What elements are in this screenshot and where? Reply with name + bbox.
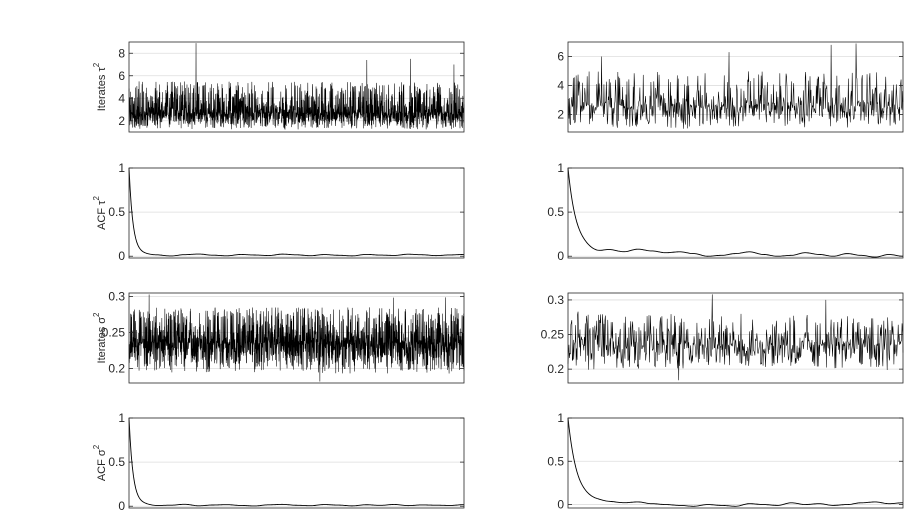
- acf-series: [567, 417, 904, 507]
- panel-acf-4: 00.51: [547, 161, 904, 263]
- acf-series: [128, 417, 465, 507]
- axes-box: [128, 292, 465, 384]
- axes-box: [128, 167, 465, 259]
- y-tick-label: 4: [557, 79, 564, 93]
- trace-series: [567, 43, 904, 129]
- y-tick-label: 0: [118, 249, 125, 263]
- y-tick-label: 0.5: [108, 455, 125, 469]
- y-tick-label: 2: [557, 108, 564, 122]
- y-axis-label: Iterates σ2: [92, 312, 108, 364]
- y-tick-label: 6: [557, 50, 564, 64]
- y-tick-label: 0.5: [547, 454, 564, 468]
- y-tick-label: 0.25: [541, 328, 565, 342]
- plot-area: [129, 418, 464, 508]
- axes-box: [128, 417, 465, 509]
- y-axis-label: ACF τ2: [92, 196, 108, 230]
- panel-acf-3: 0 0.5 1 ACF τ2: [92, 161, 465, 263]
- trace-series: [128, 294, 465, 382]
- panel-trace-1: 2 4 6 8 Iterates τ2: [92, 41, 465, 133]
- axes-box: [567, 41, 904, 133]
- y-axis-label: Iterates τ2: [92, 62, 108, 111]
- acf-series: [567, 167, 904, 258]
- panel-acf-8: 00.51: [547, 411, 904, 512]
- y-tick-label: 1: [557, 411, 564, 425]
- y-tick-label: 0.3: [108, 290, 125, 304]
- y-tick-label: 2: [118, 114, 125, 128]
- y-tick-label: 4: [118, 91, 125, 105]
- axes-box: [567, 417, 904, 509]
- y-tick-label: 8: [118, 46, 125, 60]
- y-tick-label: 0: [557, 498, 564, 512]
- y-tick-label: 0.5: [108, 205, 125, 219]
- axes-box: [567, 167, 904, 259]
- y-tick-label: 0.25: [102, 326, 126, 340]
- y-tick-label: 0.5: [547, 205, 564, 219]
- y-tick-label: 1: [118, 411, 125, 425]
- y-tick-label: 0: [557, 249, 564, 263]
- y-tick-label: 0: [118, 499, 125, 513]
- y-tick-label: 6: [118, 69, 125, 83]
- y-tick-label: 0.2: [547, 362, 564, 376]
- y-tick-label: 0.3: [547, 293, 564, 307]
- trace-series: [567, 294, 904, 381]
- panel-acf-7: 0 0.5 1 ACF σ2: [92, 411, 465, 513]
- acf-series: [128, 167, 465, 257]
- plot-area: [568, 168, 903, 258]
- y-tick-label: 1: [118, 161, 125, 175]
- axes-box: [567, 292, 904, 384]
- axes-box: [128, 41, 465, 133]
- plot-area: [129, 168, 464, 258]
- trace-series: [128, 43, 465, 130]
- y-tick-label: 1: [557, 161, 564, 175]
- plot-area: [568, 418, 903, 508]
- y-axis-label: ACF σ2: [92, 444, 108, 481]
- panel-trace-6: 0.2 0.25 0.3: [541, 292, 904, 384]
- y-tick-label: 0.2: [108, 362, 125, 376]
- panel-trace-2: 2 4 6: [557, 41, 904, 133]
